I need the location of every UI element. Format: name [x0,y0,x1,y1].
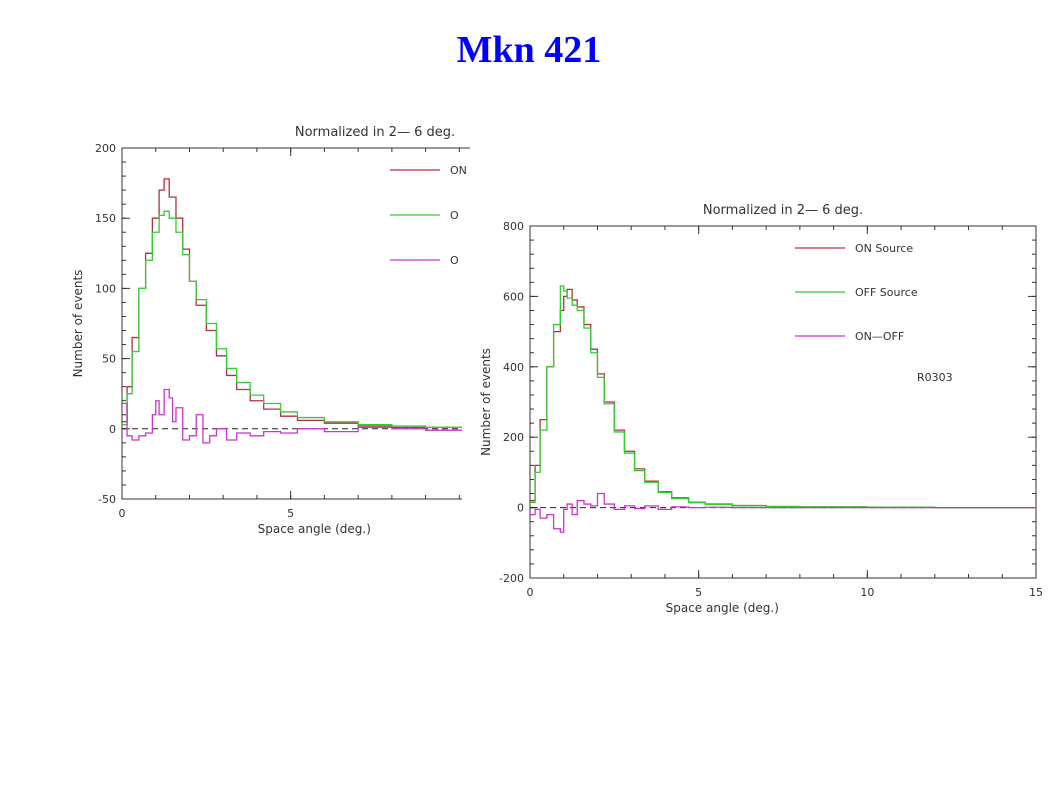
series-line-1 [122,210,470,429]
annotation-0: R0303 [917,371,953,384]
x-axis-label: Space angle (deg.) [258,522,371,536]
y-tick-label-4: 600 [503,290,524,303]
y-tick-label-1: 0 [517,502,524,515]
y-tick-label-3: 400 [503,361,524,374]
series-line-2 [530,492,1036,533]
series-line-1 [530,285,1036,509]
legend-label-1: OFF Source [855,286,918,299]
y-axis-label: Number of events [71,270,85,378]
y-tick-label-0: -50 [98,493,116,506]
y-tick-label-0: -200 [499,572,524,585]
x-tick-label-0: 0 [527,586,534,599]
plot-frame [529,225,1037,579]
y-tick-label-2: 50 [102,353,116,366]
chart-title: Normalized in 2— 6 deg. [703,203,863,218]
x-tick-label-0: 0 [119,507,126,520]
slide-title: Mkn 421 [456,29,602,71]
legend-label-2: O [450,254,459,267]
y-tick-label-2: 200 [503,431,524,444]
right-histogram-chart: Normalized in 2— 6 deg.-2000200400600800… [462,192,1052,622]
x-tick-label-2: 10 [860,586,874,599]
series-line-0 [530,288,1036,509]
x-tick-label-3: 15 [1029,586,1043,599]
chart-title: Normalized in 2— 6 deg. [295,125,455,140]
series-line-0 [122,178,470,429]
x-tick-label-1: 5 [695,586,702,599]
y-axis-label: Number of events [479,348,493,456]
legend-label-0: ON Source [450,164,470,177]
y-tick-label-4: 150 [95,212,116,225]
y-tick-label-5: 800 [503,220,524,233]
x-tick-label-1: 5 [287,507,294,520]
legend-label-1: O [450,209,459,222]
legend-label-2: ON—OFF [855,330,904,343]
plot-frame [121,147,470,500]
legend-label-0: ON Source [855,242,913,255]
x-axis-label: Space angle (deg.) [666,601,779,615]
y-tick-label-3: 100 [95,282,116,295]
series-line-2 [122,388,470,444]
y-tick-label-1: 0 [109,423,116,436]
y-tick-label-5: 200 [95,142,116,155]
